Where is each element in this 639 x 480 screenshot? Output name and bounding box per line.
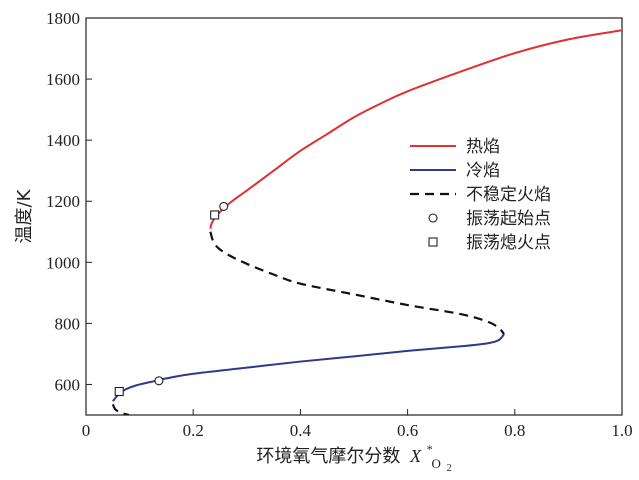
x-axis-title-subsubscript: 2 (447, 463, 452, 474)
legend-label: 冷焰 (466, 161, 500, 181)
y-tick-label: 1800 (46, 9, 80, 28)
y-axis-title: 温度/K (14, 188, 35, 243)
legend-label: 不稳定火焰 (466, 185, 551, 205)
y-tick-label: 1200 (46, 192, 80, 211)
x-axis-title: 环境氧气摩尔分数 X * O 2 (256, 437, 451, 474)
y-axis-ticks: 600 800 1000 1200 1400 1600 1800 (46, 9, 92, 394)
legend-label: 振荡起始点 (466, 209, 551, 229)
y-tick-label: 800 (55, 314, 81, 333)
series-line (209, 231, 505, 335)
y-tick-label: 1600 (46, 70, 80, 89)
series-line (112, 333, 505, 402)
oscillation-onset-marker (154, 376, 164, 386)
x-axis-title-subscript: O (432, 456, 441, 471)
x-axis-title-text: 环境氧气摩尔分数 (256, 446, 400, 467)
y-tick-label: 600 (55, 375, 81, 394)
y-tick-label: 1000 (46, 253, 80, 272)
oscillation-onset-marker (219, 201, 229, 211)
x-axis-title-superscript: * (427, 442, 433, 456)
y-tick-label: 1400 (46, 131, 80, 150)
series-line (209, 29, 622, 229)
x-axis-ticks: 0 0.2 0.4 0.6 0.8 1.0 (82, 409, 633, 440)
oscillation-extinction-marker (210, 210, 220, 220)
marker-layer (114, 201, 229, 397)
x-tick-label: 0.6 (397, 421, 418, 440)
series-line (111, 403, 130, 415)
legend-marker (428, 213, 438, 223)
legend-marker (428, 237, 438, 247)
x-tick-label: 0.8 (504, 421, 525, 440)
oscillation-extinction-marker (114, 386, 124, 397)
x-tick-label: 0.2 (183, 421, 204, 440)
legend-label: 热焰 (466, 137, 500, 157)
x-tick-label: 0.4 (290, 421, 312, 440)
x-tick-label: 0 (82, 421, 91, 440)
x-axis-title-symbol: X (409, 446, 422, 466)
plot-frame (85, 17, 623, 416)
legend-label: 振荡熄火点 (466, 233, 551, 253)
x-tick-label: 1.0 (611, 421, 632, 440)
